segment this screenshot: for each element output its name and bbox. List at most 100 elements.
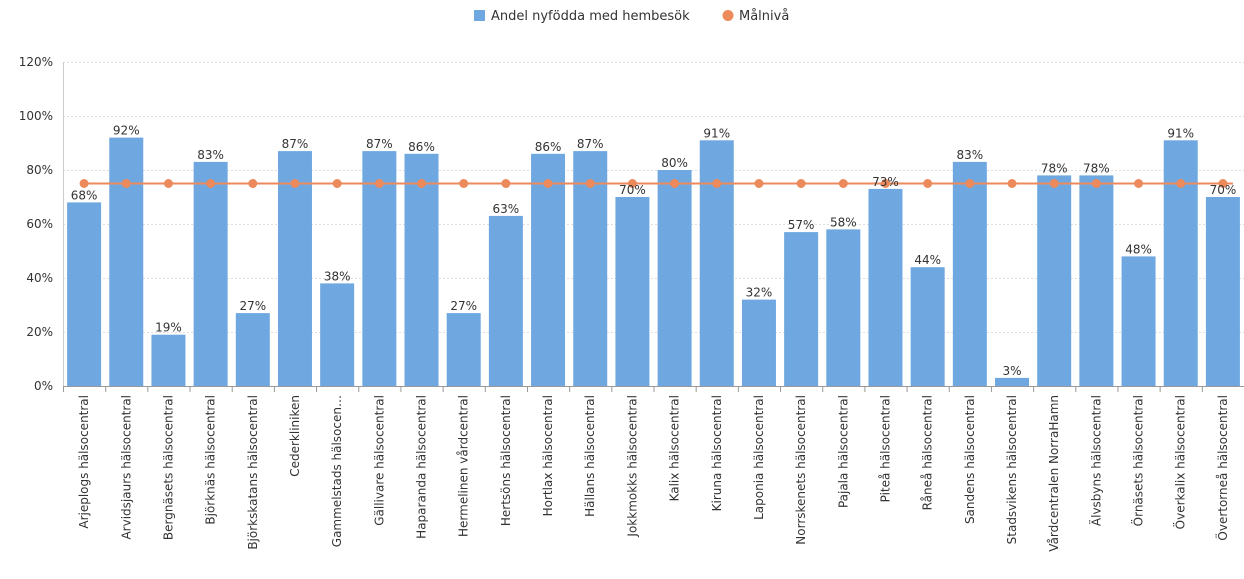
x-tick-label: Norrskenets hälsocentral [794, 395, 808, 545]
data-label: 86% [408, 140, 435, 154]
x-tick-label: Arvidsjaurs hälsocentral [119, 395, 133, 540]
bar [404, 153, 439, 386]
target-point [670, 179, 680, 188]
x-tick-label: Älvsbyns hälsocentral [1088, 395, 1103, 526]
x-tick-label: Stadsvikens hälsocentral [1005, 395, 1019, 544]
target-point [1134, 179, 1144, 188]
bar [488, 215, 523, 386]
target-point [332, 179, 342, 188]
target-line-series [79, 179, 1233, 188]
target-point [374, 179, 384, 188]
bar [277, 151, 312, 386]
bar [320, 283, 355, 386]
data-label: 73% [872, 175, 899, 189]
x-tick-label: Bergnäsets hälsocentral [161, 395, 175, 540]
bar [1037, 175, 1072, 386]
data-label: 86% [535, 140, 562, 154]
bar [573, 151, 608, 386]
x-tick-label: Hertsöns hälsocentral [499, 395, 513, 526]
legend-label-target: Målnivå [739, 9, 789, 24]
target-point [79, 179, 89, 188]
data-label: 91% [1167, 126, 1194, 140]
data-label: 83% [957, 148, 984, 162]
data-label: 48% [1125, 242, 1152, 256]
x-tick-label: Råneå hälsocentral [921, 395, 935, 510]
data-label: 91% [703, 126, 730, 140]
bar-series [67, 137, 1240, 386]
target-point [712, 179, 722, 188]
data-label: 83% [197, 148, 224, 162]
data-label: 80% [661, 156, 688, 170]
target-point [1007, 179, 1017, 188]
data-label: 87% [577, 137, 604, 151]
x-tick-label: Kiruna hälsocentral [710, 395, 724, 511]
target-point [163, 179, 173, 188]
target-point [965, 179, 975, 188]
bar [109, 137, 144, 386]
data-label: 58% [830, 215, 857, 229]
bar [235, 313, 270, 386]
bar [741, 299, 776, 386]
data-label: 38% [324, 269, 351, 283]
x-tick-label: Hermelinen vårdcentral [457, 395, 471, 537]
data-label: 32% [746, 286, 773, 300]
target-point [880, 179, 890, 188]
bar [1121, 256, 1156, 386]
data-label: 70% [1210, 183, 1237, 197]
bar [362, 151, 397, 386]
data-label: 27% [450, 299, 477, 313]
data-label: 68% [71, 188, 98, 202]
data-label: 70% [619, 183, 646, 197]
bar [151, 334, 186, 386]
bar [952, 161, 987, 386]
legend-marker-target [722, 10, 734, 21]
x-tick-label: Överkalix hälsocentral [1172, 395, 1188, 529]
x-tick-label: Jokkmokks hälsocentral [625, 395, 639, 538]
data-label: 78% [1041, 161, 1068, 175]
data-label: 27% [239, 299, 266, 313]
x-tick-label: Övertorneå hälsocentral [1214, 395, 1230, 541]
bar [910, 267, 945, 386]
x-tick-label: Sandens hälsocentral [963, 395, 977, 524]
target-point [1176, 179, 1186, 188]
y-tick-label: 100% [19, 109, 53, 123]
target-point [121, 179, 131, 188]
data-label: 78% [1083, 161, 1110, 175]
target-point [585, 179, 595, 188]
x-tick-label: Pajala hälsocentral [836, 395, 850, 508]
target-point [754, 179, 764, 188]
bar [1163, 140, 1198, 386]
y-axis: 0% 20% 40% 60% 80% 100% 120% [19, 55, 64, 393]
target-point [627, 179, 637, 188]
y-tick-label: 120% [19, 55, 53, 69]
target-point [417, 179, 427, 188]
data-label: 63% [493, 202, 520, 216]
data-label: 19% [155, 321, 182, 335]
target-point [290, 179, 300, 188]
y-tick-label: 60% [26, 217, 53, 231]
target-point [1049, 179, 1059, 188]
x-tick-label: Vårdcentralen NorraHamn [1047, 395, 1061, 552]
x-tick-label: Arjeplogs hälsocentral [77, 395, 91, 529]
data-label: 57% [788, 218, 815, 232]
target-point [501, 179, 511, 188]
y-tick-label: 40% [26, 271, 53, 285]
target-point [1091, 179, 1101, 188]
y-tick-label: 0% [34, 379, 53, 393]
x-tick-label: Gammelstads hälsocen… [330, 395, 344, 547]
bar [1079, 175, 1114, 386]
bar [826, 229, 861, 386]
x-tick-label: Hortlax hälsocentral [541, 395, 555, 516]
data-label: 92% [113, 124, 140, 138]
bar [531, 153, 566, 386]
data-label: 3% [1002, 364, 1021, 378]
x-tick-label: Gällivare hälsocentral [372, 395, 386, 526]
bar [699, 140, 734, 386]
bar [995, 377, 1030, 386]
legend-marker-bar [474, 10, 485, 21]
x-tick-label: Hällans hälsocentral [583, 395, 597, 517]
target-point [459, 179, 469, 188]
x-axis: Arjeplogs hälsocentral Arvidsjaurs hälsoc… [63, 386, 1244, 552]
legend: Andel nyfödda med hembesök Målnivå [474, 9, 789, 24]
